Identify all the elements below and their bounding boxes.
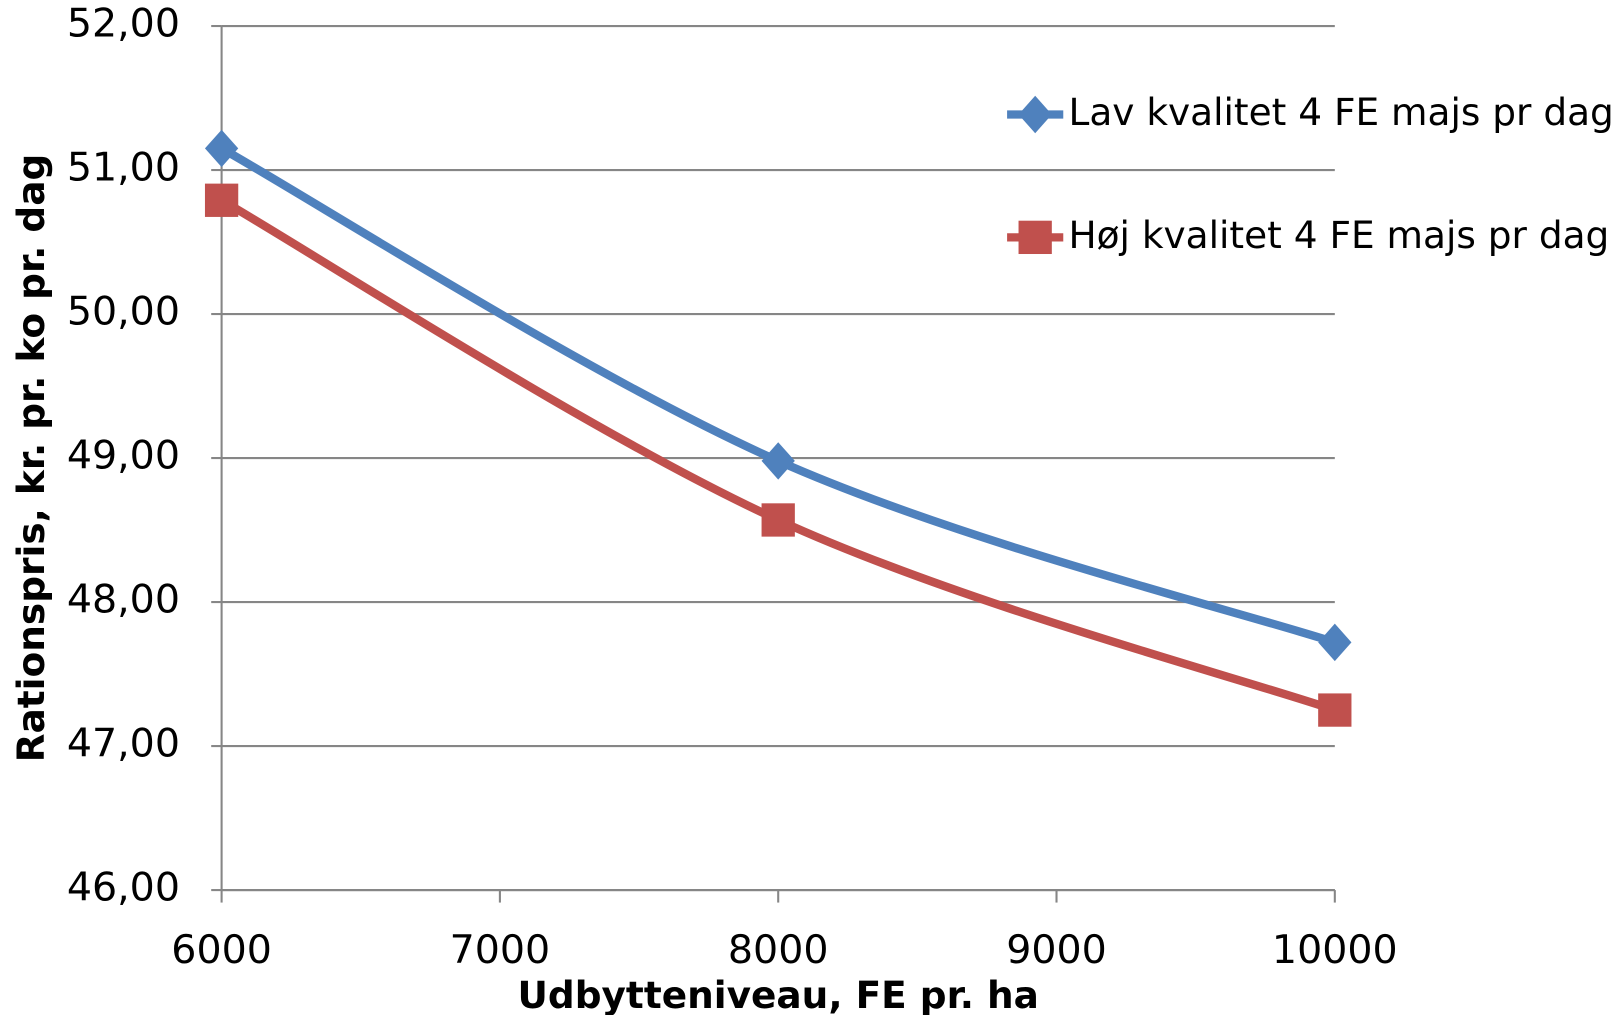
x-tick-label: 10000 (1272, 927, 1398, 973)
y-tick-label: 50,00 (67, 289, 180, 335)
legend-label: Lav kvalitet 4 FE majs pr dag (1068, 90, 1613, 134)
data-point (1318, 693, 1352, 727)
data-point (204, 183, 239, 217)
x-tick-label: 9000 (1006, 927, 1107, 973)
x-tick-label: 6000 (171, 927, 272, 973)
x-axis-title: Udbytteniveau, FE pr. ha (518, 973, 1039, 1015)
y-tick-label: 48,00 (67, 577, 180, 623)
x-tick-label: 8000 (728, 927, 829, 973)
y-tick-label: 47,00 (67, 721, 180, 767)
y-tick-label: 51,00 (67, 145, 180, 191)
legend-label: Høj kvalitet 4 FE majs pr dag (1068, 213, 1609, 257)
y-tick-label: 49,00 (67, 433, 180, 479)
legend-marker (1018, 95, 1052, 134)
legend-marker (1018, 220, 1052, 255)
data-point (761, 503, 795, 537)
data-point (1318, 623, 1352, 662)
y-axis-title: Rationspris, kr. pr. ko pr. dag (9, 154, 53, 763)
data-point (204, 129, 239, 168)
data-point (761, 442, 795, 480)
x-tick-label: 7000 (450, 927, 551, 973)
y-tick-label: 46,00 (67, 865, 180, 911)
y-tick-label: 52,00 (67, 1, 180, 47)
